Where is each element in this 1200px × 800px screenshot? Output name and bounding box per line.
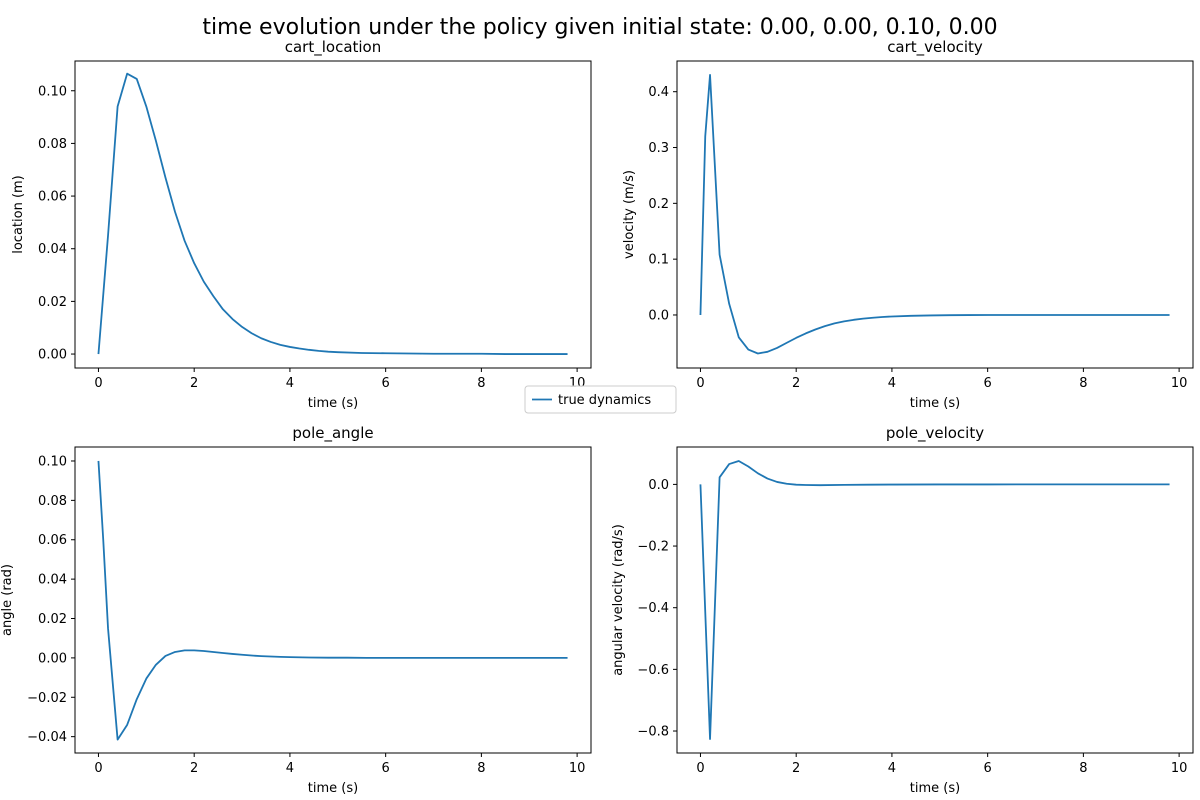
x-tick-label: 2 [190,376,198,391]
y-axis-label: angle (rad) [0,564,15,636]
series-line-1 [97,72,568,355]
y-tick-label: 0.0 [648,308,669,323]
x-tick-label: 0 [696,376,704,391]
x-axis-label: time (s) [308,396,358,411]
subplot-grid: 0 2 4 6 8 100.000.020.040.060.080.10cart_loca… [0,38,1194,796]
y-axis-label: location (m) [11,175,26,254]
x-tick-label: 6 [984,761,992,776]
y-tick-label: 0.00 [38,651,67,666]
y-tick-label: 0.06 [38,190,67,205]
y-tick-label: −0.02 [27,691,67,706]
y-tick-label: 0.2 [648,197,669,212]
x-tick-label: 10 [1171,376,1188,391]
y-tick-label: 0.4 [648,85,669,100]
y-tick-label: 0.06 [38,533,67,548]
legend-label: true dynamics [558,393,651,408]
subplot-pole-velocity: 0 2 4 6 8 10 −0.8 −0.6 −0.4 −0.2 0.0 pole_velocityt… [611,424,1194,796]
series-line-1 [97,460,568,741]
axes-frame [74,446,592,754]
series-line-1 [699,460,1170,740]
y-tick-label: 0.10 [38,84,67,99]
x-tick-label: 8 [477,761,485,776]
y-tick-label: 0.04 [38,573,67,588]
y-tick-label: 0.02 [38,612,67,627]
y-axis-label: velocity (m/s) [622,170,637,259]
y-tick-label: 0.04 [38,242,67,257]
x-tick-label: 4 [888,761,896,776]
figure-title: time evolution under the policy given in… [202,15,997,40]
y-tick-label: 0.02 [38,295,67,310]
x-tick-label: 2 [190,761,198,776]
x-tick-label: 0 [94,761,102,776]
x-tick-label: 6 [382,761,390,776]
axes-frame [74,60,592,369]
x-tick-label: 6 [382,376,390,391]
x-tick-label: 0 [94,376,102,391]
x-tick-label: 10 [569,761,586,776]
x-tick-label: 8 [1079,376,1087,391]
y-tick-label: −0.2 [637,540,669,555]
y-tick-label: 0.0 [648,478,669,493]
legend-box [524,385,677,414]
axes-frame [676,446,1194,754]
x-tick-label: 0 [696,761,704,776]
y-axis-label: angular velocity (rad/s) [611,524,626,676]
y-tick-label: 0.08 [38,494,67,509]
x-tick-label: 4 [888,376,896,391]
x-tick-label: 2 [792,376,800,391]
x-axis-label: time (s) [910,396,960,411]
x-axis-label: time (s) [910,781,960,796]
legend: true dynamics [524,385,677,414]
x-tick-label: 6 [984,376,992,391]
subplot-cart-location: 0 2 4 6 8 100.000.020.040.060.080.10cart_loca… [11,38,592,411]
subplot-title: pole_angle [292,424,373,443]
y-tick-label: −0.04 [27,730,67,745]
x-tick-label: 8 [1079,761,1087,776]
y-tick-label: −0.6 [637,663,669,678]
x-tick-label: 4 [286,376,294,391]
y-tick-label: −0.4 [637,601,669,616]
subplot-pole-angle: 0 2 4 6 8 10 −0.04 −0.02 0.00 0.02 0.04 0.06 0.08 0.1… [0,424,592,796]
y-tick-label: 0.1 [648,253,669,268]
y-tick-label: 0.08 [38,137,67,152]
subplot-cart-velocity: 0 2 4 6 8 10 0.0 0.1 0.2 0.3 0.4 cart_velocitytime … [622,38,1194,411]
x-tick-label: 4 [286,761,294,776]
x-tick-label: 8 [477,376,485,391]
y-tick-label: 0.00 [38,348,67,363]
y-tick-label: −0.8 [637,725,669,740]
subplot-title: cart_location [285,38,382,57]
x-tick-label: 10 [1171,761,1188,776]
series-line-1 [699,74,1170,355]
x-tick-label: 2 [792,761,800,776]
axes-frame [676,60,1194,369]
y-tick-label: 0.10 [38,454,67,469]
subplot-title: cart_velocity [887,38,983,57]
x-axis-label: time (s) [308,781,358,796]
subplot-title: pole_velocity [886,424,984,443]
y-tick-label: 0.3 [648,141,669,156]
